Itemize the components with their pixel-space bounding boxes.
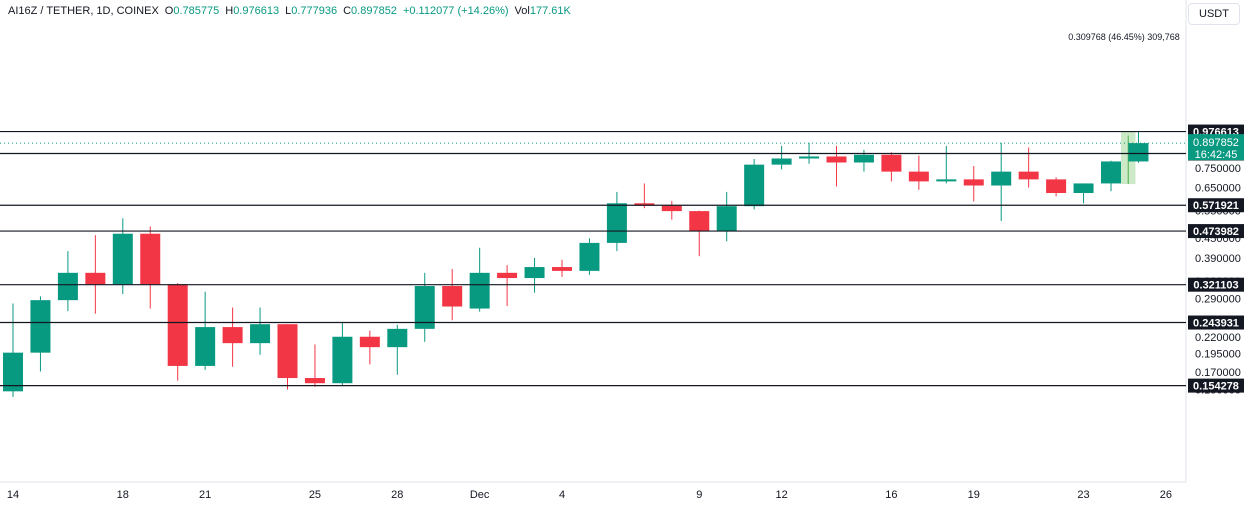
candle-body[interactable] [442, 286, 463, 307]
candle-body[interactable] [799, 156, 820, 159]
candle-body[interactable] [3, 352, 23, 392]
x-tick-label: 25 [309, 489, 321, 501]
level-label: 0.473982 [1193, 226, 1239, 238]
candle-body[interactable] [469, 272, 490, 309]
candle-body[interactable] [936, 179, 957, 182]
x-tick-label: 28 [391, 489, 403, 501]
candle-body[interactable] [853, 154, 874, 163]
x-tick-label: 9 [696, 489, 702, 501]
candle-body[interactable] [689, 211, 710, 231]
candle-body[interactable] [304, 378, 325, 384]
y-tick-label: 0.220000 [1195, 332, 1241, 344]
candle-body[interactable] [881, 154, 902, 172]
candle-body[interactable] [826, 156, 847, 163]
candle-body[interactable] [552, 267, 572, 271]
level-label-bg [1188, 277, 1244, 292]
change-value: +0.112077 (+14.26%) [402, 5, 509, 17]
low-label: L [285, 5, 292, 17]
candle-body[interactable] [1046, 179, 1067, 194]
x-tick-label: 12 [775, 489, 787, 501]
candle-body[interactable] [1101, 161, 1121, 184]
candle-body[interactable] [359, 336, 380, 348]
countdown-label: 16:42:45 [1195, 149, 1238, 161]
candle-body[interactable] [167, 284, 188, 366]
y-tick-label: 0.750000 [1195, 163, 1241, 175]
candle-body[interactable] [963, 179, 984, 186]
y-tick-label: 0.650000 [1195, 183, 1241, 195]
open-value: 0.785775 [173, 5, 220, 17]
close-value: 0.897852 [351, 5, 397, 17]
x-tick-label: 26 [1160, 489, 1172, 501]
level-label-bg [1188, 315, 1244, 330]
low-value: 0.777936 [291, 5, 338, 17]
open-label: O [164, 5, 174, 17]
candle-body[interactable] [497, 272, 518, 279]
candle-body[interactable] [661, 205, 682, 212]
candle-body[interactable] [57, 272, 78, 301]
y-tick-label: 0.195000 [1195, 348, 1241, 360]
candle-body[interactable] [1128, 143, 1149, 162]
candle-body[interactable] [908, 171, 929, 182]
candle-body[interactable] [277, 324, 298, 379]
level-label: 0.571921 [1193, 200, 1239, 212]
level-label-bg [1188, 378, 1244, 393]
level-label-bg [1188, 198, 1244, 213]
level-label: 0.243931 [1193, 318, 1239, 330]
x-tick-label: 14 [7, 489, 19, 501]
candle-body[interactable] [606, 203, 627, 243]
close-label: C [343, 5, 352, 17]
volume-label: Vol [514, 5, 530, 17]
candle-body[interactable] [85, 272, 106, 285]
last-price-tag [1188, 134, 1244, 161]
measure-label: 0.309768 (46.45%) 309,768 [1068, 32, 1180, 42]
candle-body[interactable] [222, 327, 243, 344]
y-tick-label: 0.170000 [1195, 367, 1241, 379]
volume-value: 177.61K [529, 5, 571, 17]
candle-body[interactable] [112, 233, 133, 285]
candle-body[interactable] [771, 158, 792, 165]
candle-body[interactable] [195, 327, 216, 366]
candle-body[interactable] [140, 233, 161, 285]
candle-body[interactable] [1073, 183, 1094, 194]
x-tick-label: 23 [1077, 489, 1089, 501]
candle-body[interactable] [1018, 171, 1039, 180]
candle-body[interactable] [250, 324, 271, 344]
y-tick-label: 0.390000 [1195, 253, 1241, 265]
x-tick-label: 19 [968, 489, 980, 501]
candle-body[interactable] [991, 171, 1012, 186]
symbol-title[interactable]: AI16Z / TETHER, 1D, COINEX [8, 5, 159, 17]
candle-body[interactable] [332, 336, 353, 384]
y-tick-label: 0.290000 [1195, 294, 1241, 306]
x-tick-label: 18 [117, 489, 129, 501]
ohlc-legend: AI16Z / TETHER, 1D, COINEX O0.785775 H0.… [8, 5, 571, 17]
x-tick-label: 16 [885, 489, 897, 501]
high-label: H [225, 5, 234, 17]
level-label: 0.154278 [1193, 381, 1239, 393]
level-label-bg [1188, 224, 1244, 239]
level-label: 0.321103 [1193, 280, 1238, 292]
candle-body[interactable] [414, 286, 435, 329]
candle-body[interactable] [744, 164, 765, 207]
x-tick-label: Dec [470, 489, 490, 501]
candle-body[interactable] [30, 300, 51, 353]
candle-body[interactable] [579, 242, 600, 271]
candle-body[interactable] [716, 206, 737, 231]
x-tick-label: 4 [559, 489, 565, 501]
x-tick-label: 21 [199, 489, 211, 501]
candle-body[interactable] [634, 203, 655, 206]
high-value: 0.976613 [233, 5, 280, 17]
candle-body[interactable] [524, 267, 545, 279]
currency-button[interactable]: USDT [1188, 3, 1240, 25]
last-price-label: 0.897852 [1193, 137, 1239, 149]
candle-body[interactable] [387, 328, 408, 348]
